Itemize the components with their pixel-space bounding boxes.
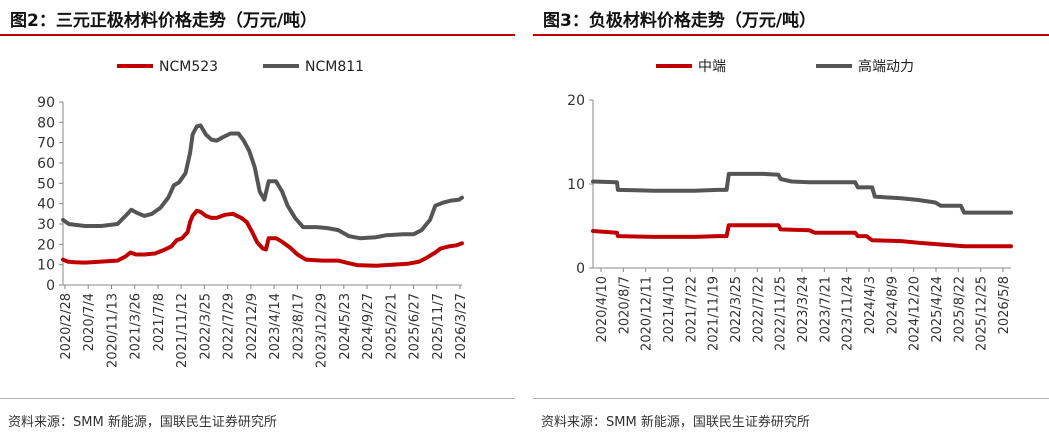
y-tick-label: 0: [576, 261, 585, 277]
y-tick-label: 90: [37, 95, 55, 111]
x-tick-label: 2020/2/28: [59, 293, 74, 360]
title-divider: [0, 34, 515, 36]
anode-price-chart: 中端 高端动力 0 10 20 2020/4/10 2020/8/7 2020/12/11 20…: [567, 58, 1013, 351]
x-tick-label: 2022/7/29: [222, 293, 237, 360]
y-tick-label: 50: [37, 176, 55, 192]
y-tick-label: 20: [567, 93, 585, 109]
y-tick-label: 10: [37, 258, 55, 274]
x-tick-label: 2025/11/7: [431, 293, 446, 360]
x-tick-label: 2022/11/25: [774, 276, 789, 351]
chart-source: 资料来源：SMM 新能源，国联民生证券研究所: [8, 415, 277, 430]
ternary-cathode-chart-panel: 图2：三元正极材料价格走势（万元/吨） NCM523 NCM811 0 10 20 30 4…: [0, 0, 515, 435]
x-tick-label: 2025/8/22: [952, 276, 967, 343]
y-tick-label: 10: [567, 177, 585, 193]
x-tick-label: 2025/4/24: [930, 276, 945, 343]
y-tick-label: 70: [37, 136, 55, 152]
x-tick-label: 2021/11/19: [707, 276, 722, 351]
x-tick-label: 2021/7/8: [152, 293, 167, 351]
y-tick-label: 40: [37, 197, 55, 213]
title-divider: [533, 34, 1049, 36]
x-tick-label: 2024/12/20: [908, 276, 923, 351]
x-tick-label: 2020/4/10: [595, 276, 610, 343]
legend-label: NCM523: [159, 59, 218, 75]
x-tick-label: 2022/3/25: [198, 293, 213, 360]
x-tick-label: 2020/11/13: [105, 293, 120, 368]
x-tick-label: 2025/6/27: [408, 293, 423, 360]
x-tick-label: 2022/7/22: [751, 276, 766, 343]
series-line-ncm811: [61, 123, 464, 241]
legend-label: 中端: [698, 59, 726, 75]
series-line-中端: [591, 223, 1013, 249]
x-tick-label: 2025/2/21: [384, 293, 399, 360]
chart-title: 图3：负极材料价格走势（万元/吨）: [543, 11, 817, 31]
anode-chart-panel: 图3：负极材料价格走势（万元/吨） 中端 高端动力 0 10 20 2020/4/10 20…: [533, 0, 1049, 435]
source-divider: [0, 398, 515, 399]
x-tick-label: 2021/11/12: [175, 293, 190, 368]
x-tick-label: 2020/7/4: [82, 293, 97, 351]
x-tick-label: 2021/3/26: [129, 293, 144, 360]
y-tick-label: 20: [37, 237, 55, 253]
x-tick-label: 2024/4/3: [863, 276, 878, 334]
x-tick-label: 2026/5/8: [997, 276, 1012, 334]
legend-label: 高端动力: [858, 58, 914, 75]
x-tick-label: 2022/3/25: [729, 276, 744, 343]
x-tick-label: 2023/3/24: [796, 276, 811, 343]
chart-title: 图2：三元正极材料价格走势（万元/吨）: [10, 11, 318, 31]
source-divider: [533, 398, 1049, 399]
y-tick-label: 30: [37, 217, 55, 233]
series-line-ncm523: [61, 208, 464, 268]
x-tick-label: 2025/12/25: [975, 276, 990, 351]
y-tick-label: 60: [37, 156, 55, 172]
x-tick-label: 2021/4/10: [662, 276, 677, 343]
x-tick-label: 2023/12/29: [315, 293, 330, 368]
x-tick-label: 2020/8/7: [617, 276, 632, 334]
y-tick-label: 80: [37, 115, 55, 131]
x-tick-label: 2021/7/22: [684, 276, 699, 343]
series-line-高端动力: [591, 171, 1013, 215]
y-tick-label: 0: [46, 278, 55, 294]
chart-source: 资料来源：SMM 新能源，国联民生证券研究所: [541, 415, 810, 430]
x-tick-label: 2024/5/23: [338, 293, 353, 360]
x-tick-label: 2023/7/21: [818, 276, 833, 343]
x-tick-label: 2023/11/24: [841, 276, 856, 351]
x-tick-label: 2023/4/14: [268, 293, 283, 360]
x-tick-label: 2026/3/27: [454, 293, 469, 360]
x-tick-label: 2022/12/9: [245, 293, 260, 360]
x-tick-label: 2024/9/27: [361, 293, 376, 360]
x-tick-label: 2020/12/11: [640, 276, 655, 351]
legend-label: NCM811: [305, 59, 364, 75]
ternary-cathode-price-chart: NCM523 NCM811 0 10 20 30 40 50 60 70 80 90 2020/2/28…: [37, 59, 469, 368]
x-tick-label: 2023/8/17: [291, 293, 306, 360]
x-tick-label: 2024/8/9: [885, 276, 900, 334]
